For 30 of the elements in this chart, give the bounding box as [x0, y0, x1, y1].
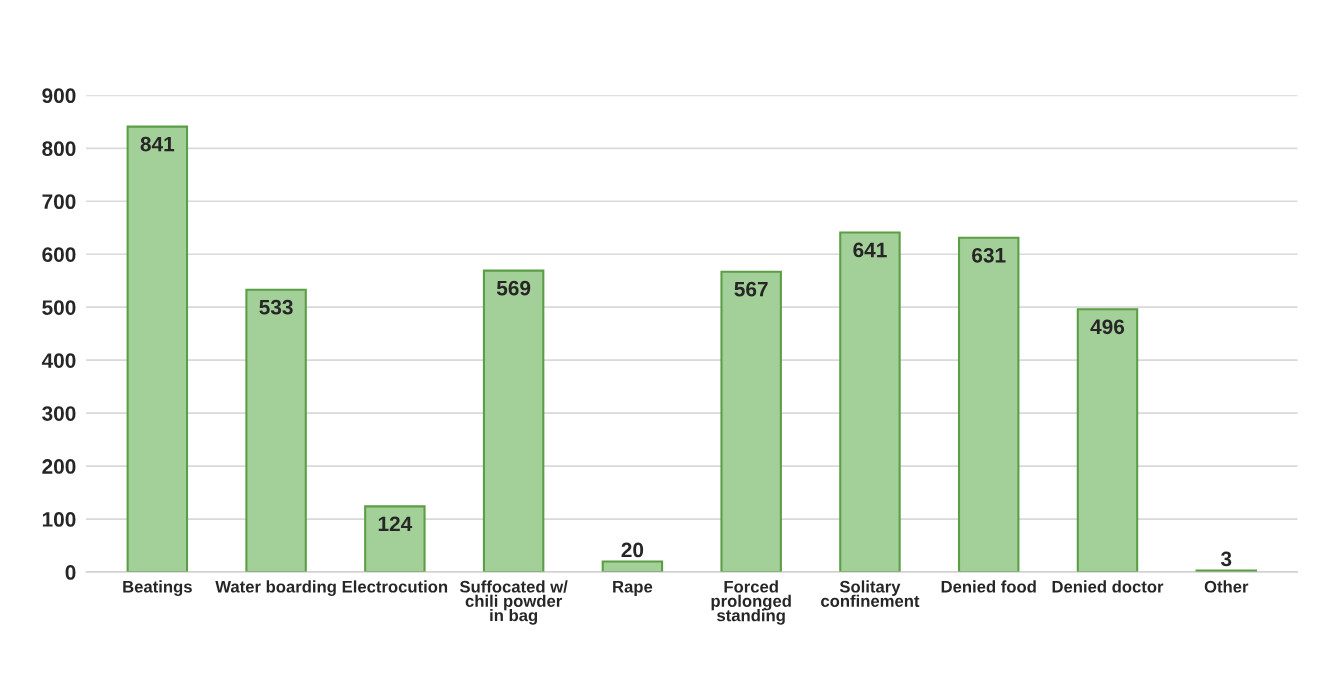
- y-tick-label: 800: [42, 141, 76, 157]
- y-tick-label: 100: [42, 512, 76, 527]
- data-label: 631: [972, 247, 1006, 263]
- y-tick-label: 900: [42, 88, 76, 104]
- x-tick-label: Other: [1204, 580, 1249, 593]
- x-tick-label: Rape: [613, 580, 653, 596]
- x-tick-label: Suffocated w/ chili powder in bag: [459, 580, 568, 625]
- data-label: 841: [140, 136, 175, 152]
- y-tick-label: 0: [65, 565, 76, 580]
- y-tick-label: 300: [42, 406, 76, 421]
- x-tick-label: Beatings: [123, 580, 192, 596]
- data-label: 569: [496, 280, 531, 296]
- data-label: 496: [1090, 319, 1125, 335]
- y-tick-label: 600: [42, 247, 76, 262]
- y-tick-label: 500: [42, 300, 76, 315]
- data-label: 3: [1220, 551, 1232, 567]
- data-label: 533: [259, 299, 293, 315]
- y-tick-label: 700: [42, 194, 76, 210]
- data-label: 567: [734, 281, 768, 297]
- x-tick-label: Electrocution: [342, 580, 448, 593]
- x-tick-label: Solitary confinement: [821, 580, 920, 607]
- x-tick-label: Water boarding: [215, 580, 336, 596]
- y-tick-label: 200: [42, 459, 76, 474]
- data-label: 641: [853, 242, 887, 258]
- x-tick-label: Denied doctor: [1052, 580, 1164, 593]
- y-tick-label: 400: [41, 353, 76, 368]
- x-tick-label: Forced prolonged standing: [711, 580, 791, 625]
- x-tick-label: Denied food: [941, 580, 1036, 593]
- data-label: 20: [621, 542, 644, 558]
- data-label: 124: [378, 516, 413, 531]
